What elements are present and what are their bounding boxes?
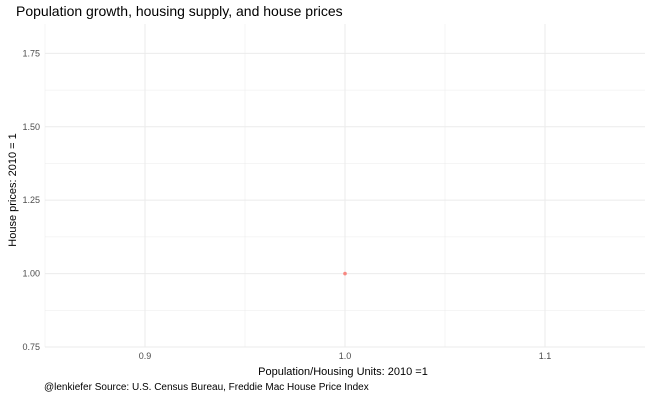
y-tick-label: 1.50: [22, 122, 40, 132]
y-tick-label: 0.75: [22, 342, 40, 352]
x-tick-label: 1.1: [539, 351, 552, 361]
data-point: [343, 271, 347, 276]
grid-lines: [44, 24, 645, 348]
y-tick-label: 1.75: [22, 48, 40, 58]
y-axis-title: House prices: 2010 = 1: [7, 133, 19, 247]
x-axis-title: Population/Housing Units: 2010 =1: [258, 366, 428, 378]
chart-title: Population growth, housing supply, and h…: [16, 3, 343, 19]
x-tick-label: 0.9: [139, 351, 152, 361]
x-tick-label: 1.0: [339, 351, 352, 361]
y-tick-label: 1.00: [22, 269, 40, 279]
chart-caption: @lenkiefer Source: U.S. Census Bureau, F…: [44, 382, 369, 393]
data-points: [343, 271, 347, 276]
tick-labels: 0.9 1.0 1.1 0.75 1.00 1.25 1.50 1.75: [22, 48, 551, 361]
y-tick-label: 1.25: [22, 195, 40, 205]
